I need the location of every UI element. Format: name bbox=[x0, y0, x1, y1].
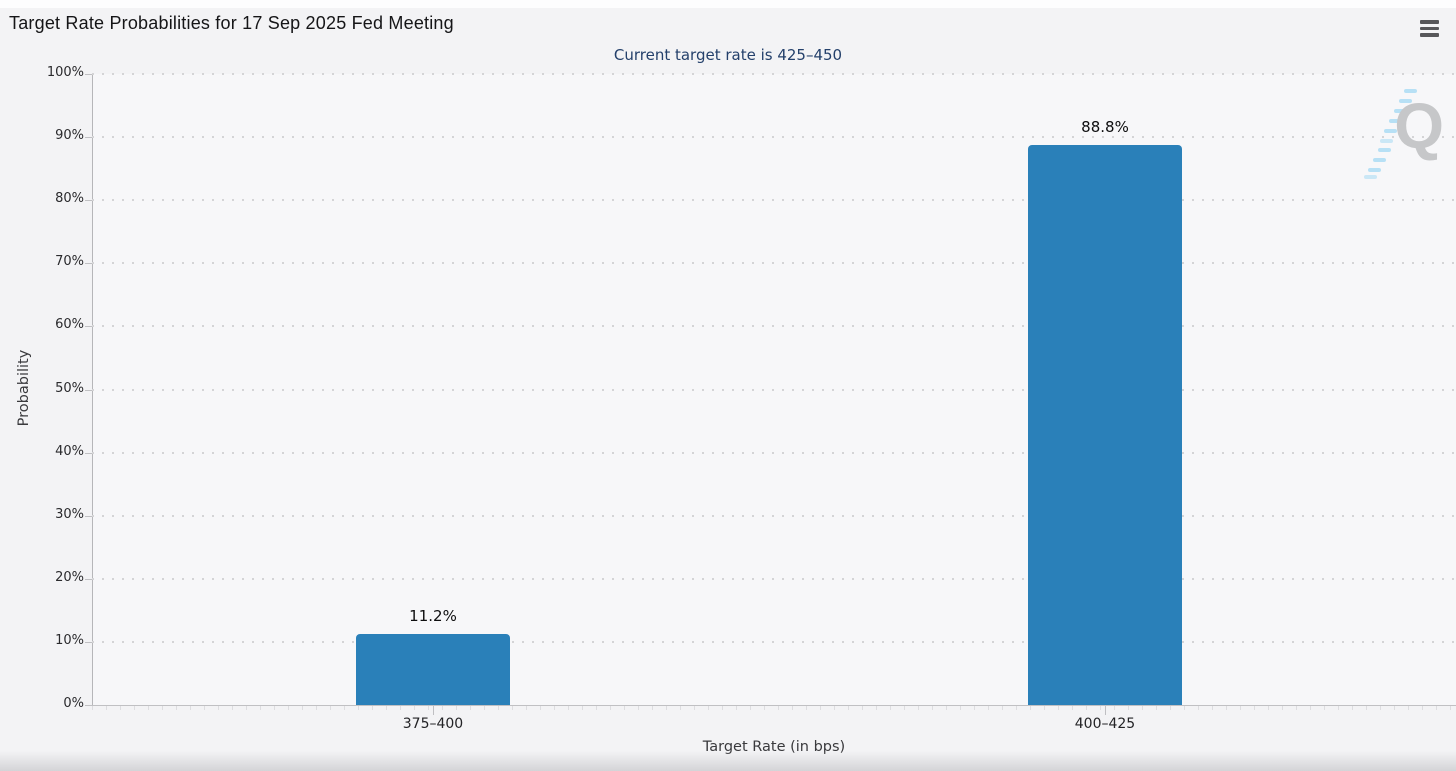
y-gridline bbox=[92, 325, 1456, 328]
y-tick-label: 20% bbox=[55, 569, 84, 585]
y-tick-mark bbox=[85, 515, 92, 517]
y-tick-label: 10% bbox=[55, 632, 84, 648]
y-gridline bbox=[92, 136, 1456, 139]
bar-value-label: 11.2% bbox=[409, 607, 457, 626]
y-axis-title: Probability bbox=[16, 349, 32, 427]
y-tick-label: 80% bbox=[55, 191, 84, 207]
bar[interactable] bbox=[1028, 144, 1182, 705]
bar-value-label: 88.8% bbox=[1081, 117, 1129, 136]
hamburger-icon bbox=[1420, 26, 1439, 30]
y-tick-label: 30% bbox=[55, 506, 84, 522]
y-tick-mark bbox=[85, 641, 92, 643]
y-tick-label: 40% bbox=[55, 443, 84, 459]
y-tick-label: 50% bbox=[55, 380, 84, 396]
y-tick-label: 100% bbox=[46, 65, 84, 80]
y-tick-label: 0% bbox=[63, 696, 84, 711]
y-gridline bbox=[92, 514, 1456, 517]
x-tick-mark bbox=[1105, 706, 1106, 715]
hamburger-icon bbox=[1420, 33, 1439, 37]
y-gridline bbox=[92, 577, 1456, 580]
x-tick-label: 375–400 bbox=[402, 716, 464, 732]
y-tick-mark bbox=[85, 389, 92, 391]
chart-title: Target Rate Probabilities for 17 Sep 202… bbox=[9, 13, 454, 33]
x-tick-mark bbox=[433, 706, 434, 715]
y-tick-label: 60% bbox=[55, 317, 84, 333]
hamburger-menu-button[interactable] bbox=[1417, 16, 1443, 42]
y-tick-mark bbox=[85, 705, 92, 706]
y-gridline bbox=[92, 73, 1456, 75]
y-tick-label: 70% bbox=[55, 254, 84, 270]
y-gridline bbox=[92, 388, 1456, 391]
chart-subtitle: Current target rate is 425–450 bbox=[613, 46, 843, 64]
hamburger-icon bbox=[1420, 20, 1439, 24]
y-tick-mark bbox=[85, 452, 92, 454]
y-tick-mark bbox=[85, 137, 92, 139]
y-tick-mark bbox=[85, 200, 92, 202]
x-axis-line bbox=[92, 705, 1456, 706]
top-strip bbox=[0, 0, 1456, 8]
x-tick-label: 400–425 bbox=[1074, 716, 1136, 732]
y-gridline bbox=[92, 262, 1456, 265]
y-gridline bbox=[92, 451, 1456, 454]
bar[interactable] bbox=[356, 634, 510, 705]
y-tick-mark bbox=[85, 74, 92, 75]
y-tick-mark bbox=[85, 578, 92, 580]
y-tick-label: 90% bbox=[55, 128, 84, 144]
y-gridline bbox=[92, 640, 1456, 643]
y-tick-mark bbox=[85, 326, 92, 328]
y-tick-mark bbox=[85, 263, 92, 265]
y-gridline bbox=[92, 199, 1456, 202]
x-axis-minor-ticks bbox=[92, 706, 1456, 710]
bottom-fade bbox=[0, 751, 1456, 771]
